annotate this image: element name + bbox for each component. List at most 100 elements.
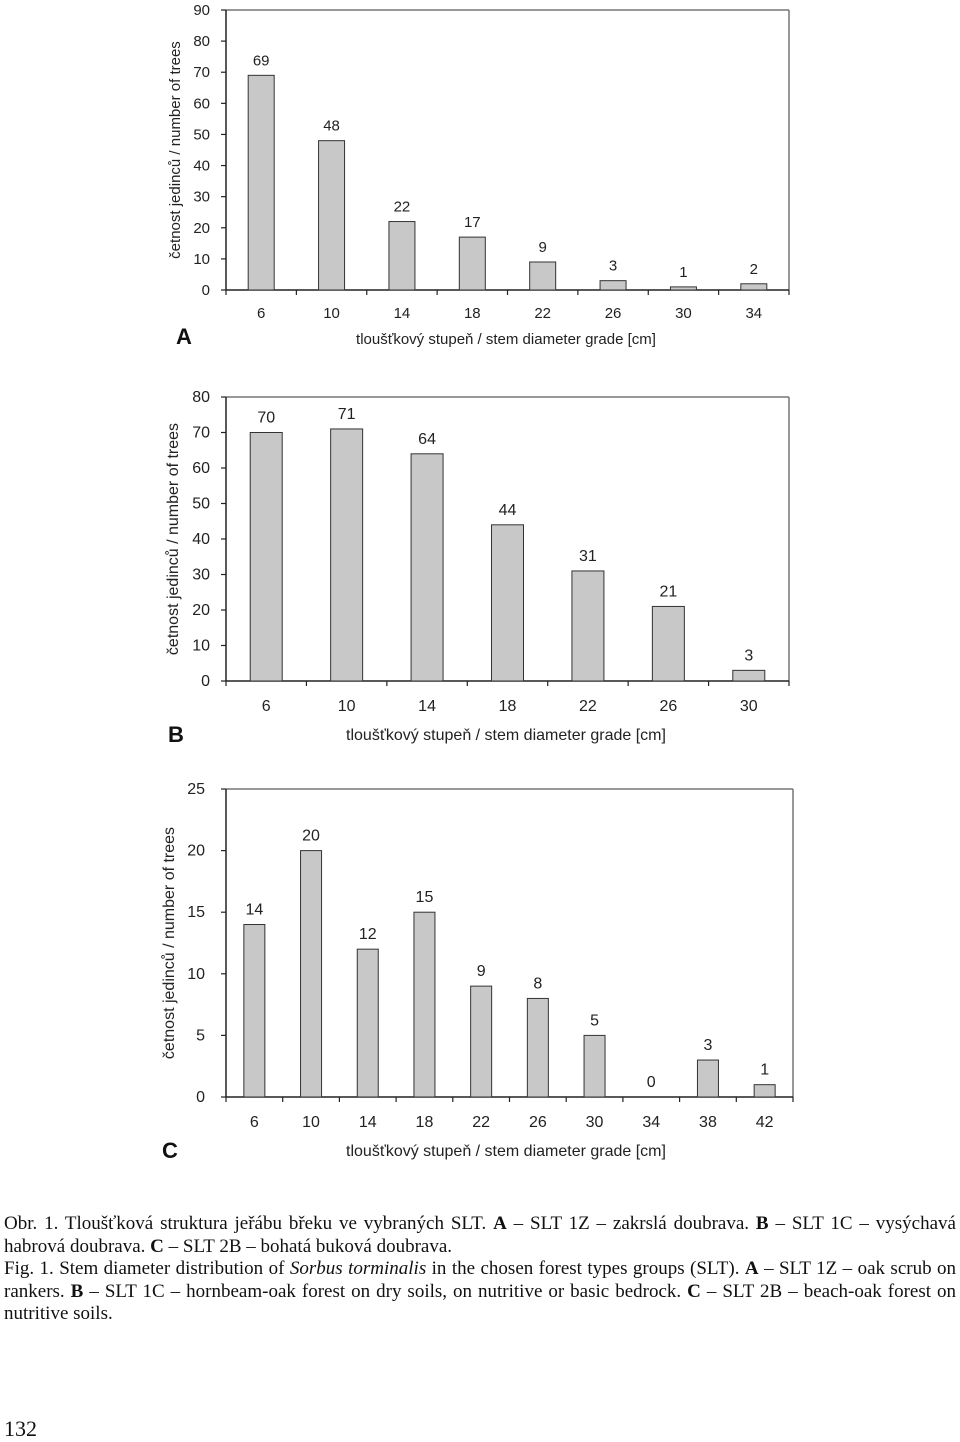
- data-label: 69: [253, 52, 270, 69]
- caption-en-b-label: B: [70, 1280, 84, 1302]
- bar: [696, 1059, 719, 1098]
- x-tick-label: 10: [302, 1114, 320, 1131]
- caption-en-c-label: C: [687, 1280, 701, 1302]
- data-label: 31: [579, 548, 597, 565]
- x-tick-label: 34: [745, 305, 762, 322]
- y-tick-label: 70: [192, 425, 210, 442]
- y-tick-label: 5: [196, 1027, 205, 1044]
- y-tick-label: 10: [187, 966, 205, 983]
- x-tick-label: 42: [756, 1114, 774, 1131]
- x-tick-label: 38: [699, 1114, 717, 1131]
- x-tick-label: 22: [472, 1114, 490, 1131]
- data-label: 22: [394, 199, 411, 216]
- y-tick-label: 20: [192, 602, 210, 619]
- bar: [732, 669, 766, 682]
- bar: [388, 221, 416, 291]
- data-label: 14: [245, 902, 263, 919]
- bar: [330, 428, 364, 682]
- data-label: 21: [659, 583, 677, 600]
- caption-cz-b-text: – SLT 1C – vysýchavá habrová doubrava.: [4, 1213, 956, 1257]
- y-tick-label: 80: [193, 33, 210, 50]
- x-tick-label: 18: [499, 698, 517, 715]
- panel-letter: B: [168, 722, 184, 747]
- bar: [413, 911, 436, 1098]
- chart-panel-a: 0 10 20 30 40 50 60 70 80 90 69 6 48 10 22 14 17 18 9 22 3 26…: [167, 2, 790, 349]
- panel-letter: C: [162, 1138, 178, 1163]
- data-label: 3: [744, 647, 753, 664]
- bar: [599, 280, 627, 291]
- data-label: 12: [359, 926, 377, 943]
- y-tick-label: 90: [193, 2, 210, 19]
- y-tick-label: 20: [187, 843, 205, 860]
- bar: [651, 605, 685, 682]
- data-label: 48: [323, 118, 340, 135]
- data-label: 0: [647, 1074, 656, 1091]
- y-tick-label: 50: [193, 126, 210, 143]
- y-tick-label: 10: [193, 251, 210, 268]
- bar: [571, 570, 605, 682]
- x-tick-label: 26: [605, 305, 622, 322]
- y-tick-label: 0: [202, 282, 210, 299]
- panel-letter: A: [176, 324, 192, 349]
- bar: [526, 997, 549, 1098]
- x-tick-label: 18: [416, 1114, 434, 1131]
- caption-en-a-text: – SLT 1Z – oak scrub on rankers.: [4, 1258, 957, 1302]
- data-label: 8: [533, 975, 542, 992]
- y-tick-label: 10: [192, 638, 210, 655]
- bar: [247, 74, 275, 291]
- x-tick-label: 22: [534, 305, 551, 322]
- y-tick-label: 25: [187, 781, 205, 798]
- x-tick-label: 30: [675, 305, 692, 322]
- x-tick-label: 10: [323, 305, 340, 322]
- y-tick-label: 60: [193, 95, 210, 112]
- bar: [243, 924, 266, 1098]
- y-axis-title: četnost jedinců / number of trees: [160, 827, 178, 1059]
- y-tick-label: 30: [192, 567, 210, 584]
- page-number: 132: [4, 1416, 37, 1441]
- x-tick-label: 6: [257, 305, 265, 322]
- x-tick-label: 26: [659, 698, 677, 715]
- caption-english: Fig. 1. Stem diameter distribution of So…: [4, 1258, 956, 1326]
- y-tick-label: 80: [192, 389, 210, 406]
- x-tick-label: 6: [262, 698, 271, 715]
- y-tick-label: 70: [193, 64, 210, 81]
- bar: [458, 236, 486, 291]
- data-label: 5: [590, 1012, 599, 1029]
- caption-cz-a-text: – SLT 1Z – zakrslá doubrava.: [506, 1213, 756, 1234]
- y-axis-title: četnost jedinců / number of trees: [164, 423, 182, 655]
- caption-en-a-label: A: [744, 1258, 759, 1279]
- x-tick-label: 26: [529, 1114, 547, 1131]
- x-tick-label: 22: [579, 698, 597, 715]
- data-label: 1: [679, 264, 687, 281]
- data-label: 15: [416, 889, 434, 906]
- caption-en-b-text: – SLT 1C – hornbeam-oak forest on dry so…: [83, 1280, 688, 1302]
- bar: [470, 985, 493, 1098]
- bar: [529, 261, 557, 291]
- x-tick-label: 30: [586, 1114, 604, 1131]
- caption-en-prefix: Fig. 1. Stem diameter distribution of: [4, 1258, 290, 1279]
- figure-caption: Obr. 1. Tloušťková struktura jeřábu břek…: [4, 1213, 956, 1326]
- data-label: 9: [539, 239, 547, 256]
- data-label: 2: [750, 261, 758, 278]
- bar: [491, 524, 524, 682]
- caption-en-species: Sorbus torminalis: [289, 1258, 427, 1279]
- data-label: 44: [499, 502, 517, 519]
- data-label: 64: [418, 431, 436, 448]
- bar: [249, 432, 283, 682]
- y-tick-label: 40: [192, 531, 210, 548]
- caption-cz-a-label: A: [493, 1213, 507, 1234]
- x-axis-title: tloušťkový stupeň / stem diameter grade …: [346, 727, 666, 744]
- bar: [753, 1084, 776, 1098]
- y-tick-label: 0: [196, 1089, 205, 1106]
- bar: [583, 1034, 606, 1098]
- bar: [410, 453, 444, 682]
- data-label: 9: [477, 963, 486, 980]
- caption-en-suffix: in the chosen forest types groups (SLT).: [426, 1258, 745, 1279]
- y-tick-label: 15: [187, 904, 205, 921]
- bar: [300, 850, 323, 1098]
- data-label: 3: [703, 1037, 712, 1054]
- x-axis-title: tloušťkový stupeň / stem diameter grade …: [346, 1143, 666, 1160]
- x-tick-label: 34: [642, 1114, 660, 1131]
- y-axis-title: četnost jedinců / number of trees: [167, 41, 184, 259]
- bar: [669, 286, 697, 291]
